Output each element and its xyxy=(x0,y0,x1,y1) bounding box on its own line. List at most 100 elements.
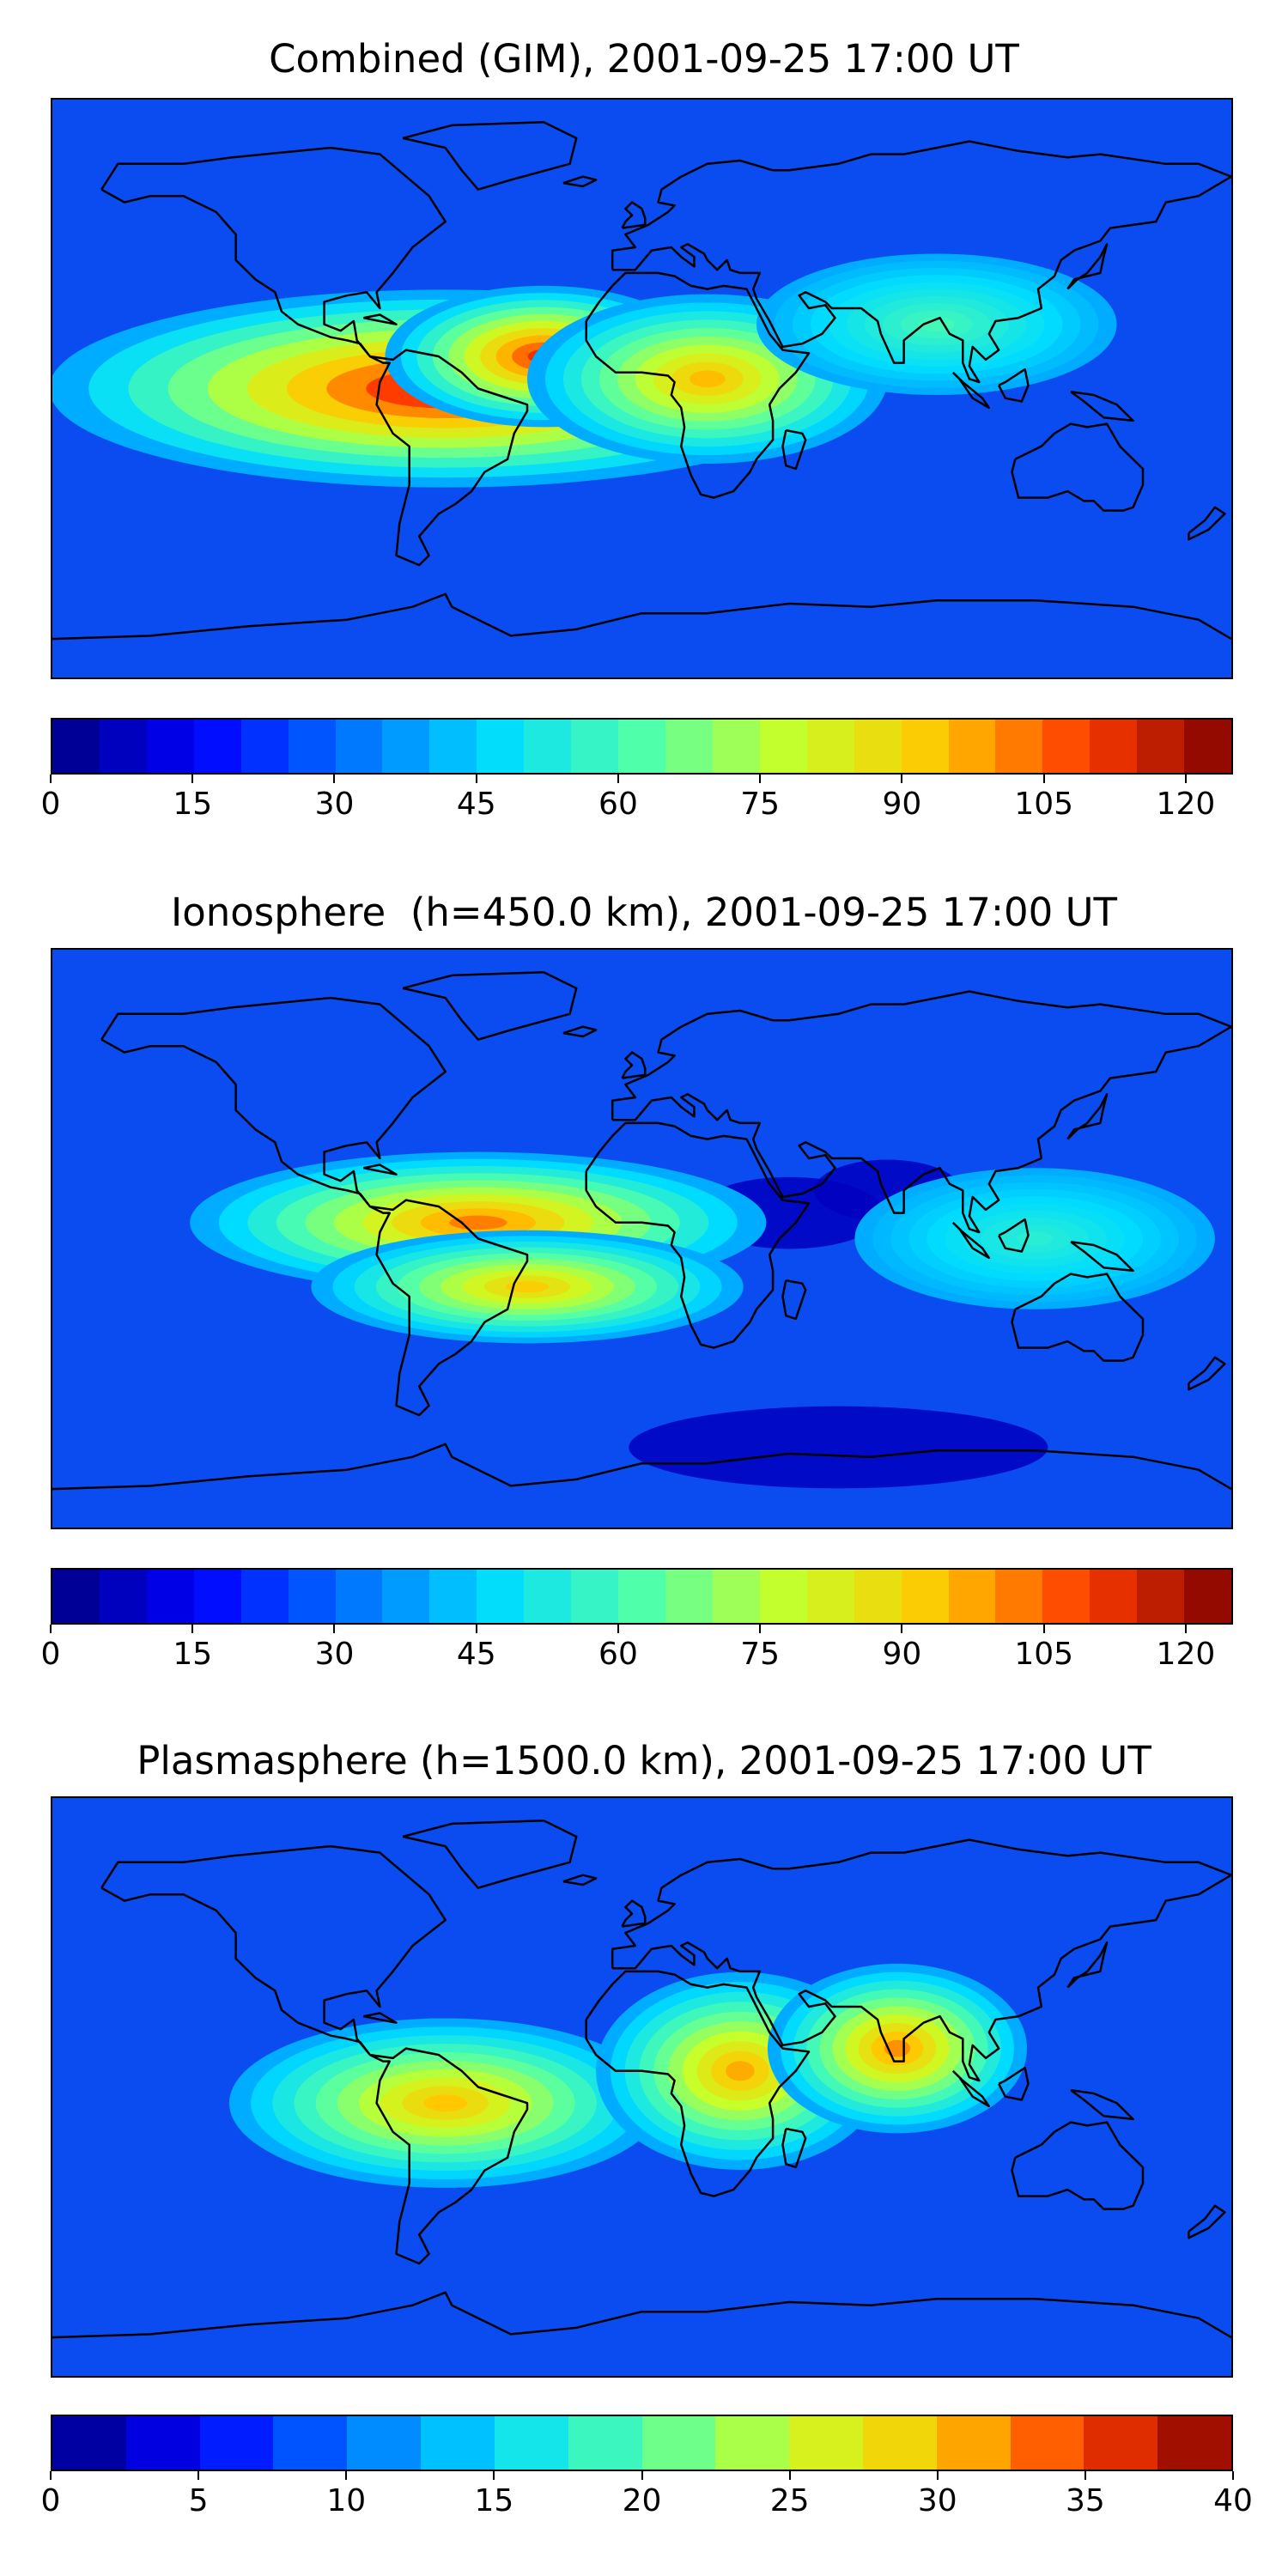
colorbar-tick-label: 0 xyxy=(40,787,61,822)
colorbar-cell xyxy=(1042,1570,1091,1623)
coastline xyxy=(402,970,578,1041)
colorbar-tick-label: 45 xyxy=(456,1637,496,1672)
coastline xyxy=(562,1874,598,1886)
colorbar-tick-label: 120 xyxy=(1156,787,1216,822)
coastline xyxy=(1070,2088,1134,2121)
coastline xyxy=(363,313,398,325)
contour-level xyxy=(689,370,726,388)
coastline xyxy=(1011,2121,1145,2210)
colorbar-tick-mark xyxy=(617,1625,619,1633)
colorbar-tick-label: 10 xyxy=(326,2483,367,2518)
colorbar-cell xyxy=(1157,2416,1231,2470)
coastline xyxy=(781,1279,807,1321)
colorbar-cell xyxy=(995,720,1043,773)
panel-3-title: Plasmasphere (h=1500.0 km), 2001-09-25 1… xyxy=(137,1738,1151,1783)
colorbar-tick-mark xyxy=(191,775,194,783)
colorbar-tick-mark xyxy=(475,775,477,783)
colorbar-cell xyxy=(429,720,477,773)
colorbar-cell xyxy=(1042,720,1091,773)
coastline xyxy=(585,1121,811,1349)
colorbar-cell xyxy=(335,720,383,773)
coastline xyxy=(1066,1941,1109,1989)
coastline xyxy=(562,1025,598,1038)
colorbar-tick-mark xyxy=(1084,2471,1086,2480)
coastline xyxy=(998,1218,1030,1253)
colorbar-cell xyxy=(52,720,100,773)
coastline xyxy=(562,175,598,188)
coastline xyxy=(1011,422,1145,512)
coastline xyxy=(998,368,1030,403)
colorbar-cell xyxy=(1137,1570,1185,1623)
colorbar-cell xyxy=(936,2416,1011,2470)
coastline xyxy=(585,1970,811,2197)
colorbar-tick-mark xyxy=(1184,775,1187,783)
colorbar-cell xyxy=(854,1570,902,1623)
colorbar-cell xyxy=(240,720,289,773)
colorbar-cell xyxy=(995,1570,1043,1623)
colorbar-cell xyxy=(125,2416,200,2470)
coastline xyxy=(1188,2204,1226,2239)
colorbar-cell xyxy=(382,1570,430,1623)
panel-2-title: Ionosphere (h=450.0 km), 2001-09-25 17:0… xyxy=(170,890,1118,935)
coastline xyxy=(611,990,1231,1234)
colorbar-tick-label: 90 xyxy=(882,1637,922,1672)
colorbar-tick-label: 20 xyxy=(622,2483,662,2518)
colorbar-tick-mark xyxy=(788,2471,791,2480)
colorbar-cell xyxy=(854,720,902,773)
coastline xyxy=(1070,390,1134,422)
colorbar-tick-label: 60 xyxy=(598,787,638,822)
contour-level xyxy=(726,2061,755,2081)
colorbar-cell xyxy=(477,1570,525,1623)
colorbar-cell xyxy=(199,2416,274,2470)
panel-3-map xyxy=(51,1796,1233,2378)
colorbar-tick-mark xyxy=(901,1625,903,1633)
colorbar-cell xyxy=(421,2416,495,2470)
panel-3-colorbar xyxy=(51,2415,1233,2471)
colorbar-cell xyxy=(759,720,807,773)
coastline xyxy=(781,428,807,471)
colorbar-cell xyxy=(948,1570,996,1623)
colorbar-cell xyxy=(524,720,572,773)
colorbar-cell xyxy=(789,2416,863,2470)
colorbar-tick-label: 35 xyxy=(1065,2483,1105,2518)
colorbar-tick-mark xyxy=(345,2471,348,2480)
panel-2-map-svg xyxy=(52,950,1231,1528)
contour-level xyxy=(449,1215,507,1230)
colorbar-cell xyxy=(568,2416,642,2470)
coastline xyxy=(611,1838,1231,2082)
colorbar-cell xyxy=(1184,720,1232,773)
contour-fill xyxy=(228,1963,1028,2188)
colorbar-cell xyxy=(571,1570,619,1623)
coastline xyxy=(1188,506,1226,541)
colorbar-tick-mark xyxy=(333,1625,336,1633)
panel-1-colorbar-ticks: 0 15 30 45 60 75 90 105 120 xyxy=(41,775,1233,826)
coastline xyxy=(1070,1240,1134,1273)
colorbar-cell xyxy=(571,720,619,773)
colorbar-cell xyxy=(52,2416,126,2470)
colorbar-tick-label: 45 xyxy=(456,787,496,822)
coastlines xyxy=(52,120,1231,641)
panel-2-colorbar-ticks: 0 15 30 45 60 75 90 105 120 xyxy=(41,1625,1233,1676)
colorbar-cell xyxy=(1090,720,1138,773)
colorbar-cell xyxy=(524,1570,572,1623)
coastlines xyxy=(52,970,1231,1491)
colorbar-cell xyxy=(273,2416,348,2470)
colorbar-tick-mark xyxy=(901,775,903,783)
colorbar-cell xyxy=(712,720,760,773)
colorbar-cell xyxy=(477,720,525,773)
coastline xyxy=(951,2069,991,2108)
coastline xyxy=(1066,1093,1109,1140)
colorbar-cell xyxy=(665,720,713,773)
colorbar-cell xyxy=(146,1570,194,1623)
panel-1-colorbar xyxy=(51,718,1233,775)
colorbar-cell xyxy=(1184,1570,1232,1623)
colorbar-cell xyxy=(806,1570,854,1623)
colorbar-cell xyxy=(715,2416,790,2470)
coastline xyxy=(52,2291,1231,2339)
colorbar-cell xyxy=(429,1570,477,1623)
colorbar-tick-label: 30 xyxy=(917,2483,957,2518)
colorbar-tick-label: 30 xyxy=(314,1637,355,1672)
colorbar-tick-label: 15 xyxy=(474,2483,514,2518)
colorbar-cell xyxy=(99,720,147,773)
colorbar-tick-mark xyxy=(191,1625,194,1633)
